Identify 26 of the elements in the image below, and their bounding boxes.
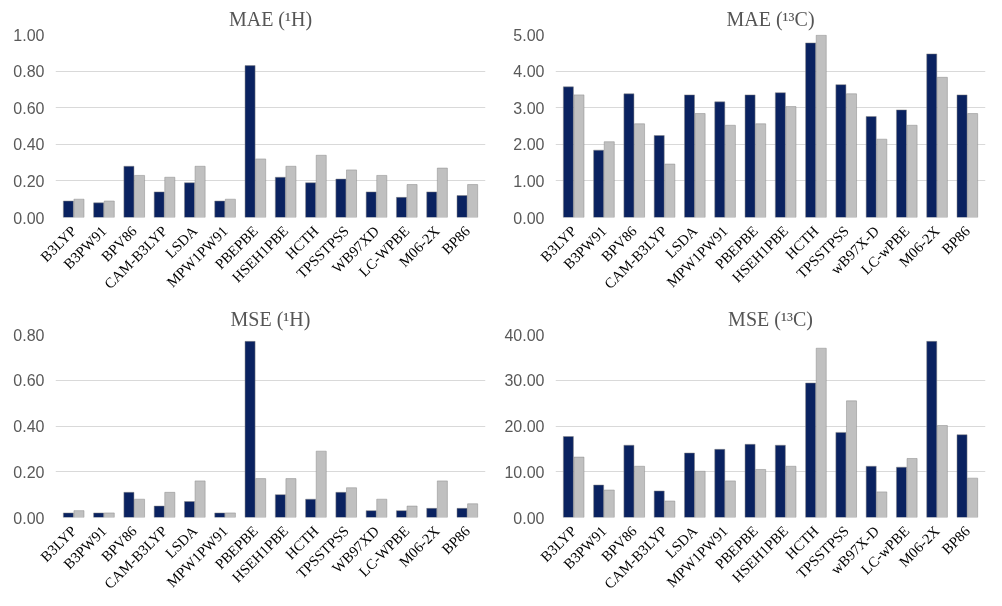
chart-title: MSE (¹³C) <box>728 307 813 331</box>
y-tick-label: 0.60 <box>13 99 45 117</box>
y-tick-label: 3.00 <box>513 99 545 117</box>
y-tick-label: 0.00 <box>513 209 545 227</box>
y-tick-label: 0.20 <box>13 172 45 190</box>
y-tick-label: 0.00 <box>13 509 45 527</box>
y-tick-label: 0.80 <box>13 326 45 344</box>
y-tick-label: 5.00 <box>513 26 545 44</box>
y-tick-label: 4.00 <box>513 63 545 81</box>
y-tick-label: 0.20 <box>13 463 45 481</box>
y-tick-label: 2.00 <box>513 136 545 154</box>
y-tick-label: 0.80 <box>13 63 45 81</box>
y-tick-label: 0.40 <box>13 418 45 435</box>
chart-title: MAE (¹H) <box>228 7 313 31</box>
y-tick-label: 0.60 <box>13 372 45 390</box>
y-tick-label: 30.00 <box>504 372 545 390</box>
y-tick-label: 10.00 <box>504 463 545 481</box>
y-tick-label: 40.00 <box>504 326 545 344</box>
chart-title: MSE (¹H) <box>230 307 311 331</box>
y-tick-label: 0.40 <box>13 136 45 154</box>
y-tick-label: 1.00 <box>513 172 545 190</box>
y-tick-label: 1.00 <box>13 26 45 44</box>
y-tick-label: 0.00 <box>13 209 45 227</box>
chart-title: MAE (¹³C) <box>726 7 815 31</box>
y-tick-label: 20.00 <box>504 418 545 435</box>
y-tick-label: 0.00 <box>513 509 545 527</box>
